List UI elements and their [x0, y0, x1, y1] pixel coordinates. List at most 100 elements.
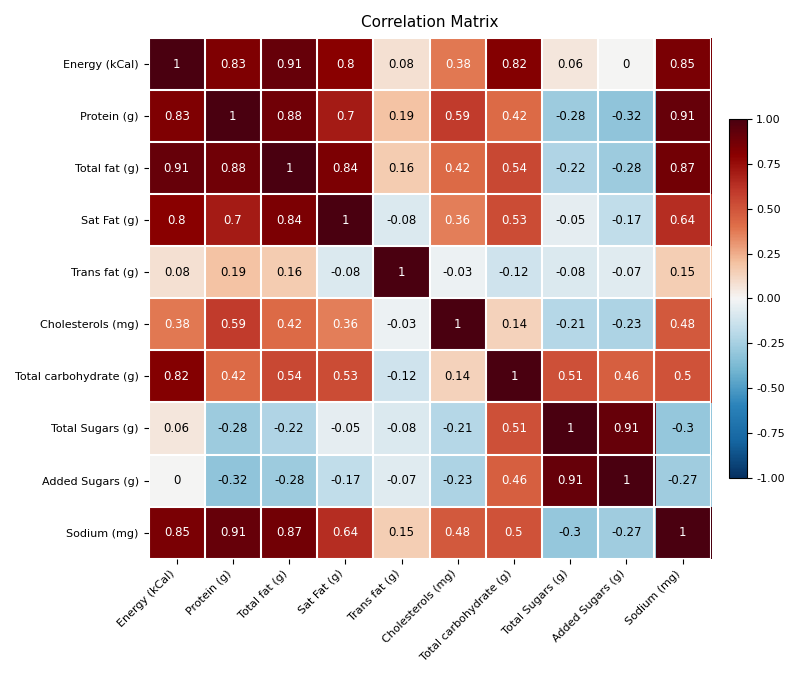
Text: 0.59: 0.59 [445, 110, 470, 123]
Text: 1: 1 [678, 526, 686, 539]
Text: -0.22: -0.22 [555, 162, 586, 175]
Text: 0.42: 0.42 [276, 318, 302, 331]
Text: -0.08: -0.08 [386, 214, 417, 226]
Text: 0.91: 0.91 [164, 162, 190, 175]
Text: -0.32: -0.32 [611, 110, 642, 123]
Text: -0.21: -0.21 [555, 318, 586, 331]
Text: 0.51: 0.51 [557, 370, 583, 383]
Text: 0.14: 0.14 [501, 318, 527, 331]
Text: 1: 1 [566, 422, 574, 435]
Text: 0.53: 0.53 [332, 370, 358, 383]
Text: 1: 1 [454, 318, 462, 331]
Text: 0.42: 0.42 [445, 162, 470, 175]
Text: 0.06: 0.06 [164, 422, 190, 435]
Text: -0.17: -0.17 [330, 474, 361, 487]
Text: -0.22: -0.22 [274, 422, 304, 435]
Text: 0.46: 0.46 [501, 474, 527, 487]
Text: 0.06: 0.06 [557, 58, 583, 71]
Text: -0.27: -0.27 [611, 526, 642, 539]
Text: 0.19: 0.19 [220, 266, 246, 279]
Text: 0.16: 0.16 [276, 266, 302, 279]
Text: -0.08: -0.08 [386, 422, 417, 435]
Text: 0.84: 0.84 [332, 162, 358, 175]
Text: -0.08: -0.08 [330, 266, 361, 279]
Text: 0.88: 0.88 [220, 162, 246, 175]
Text: 0.91: 0.91 [557, 474, 583, 487]
Text: 0.53: 0.53 [501, 214, 527, 226]
Text: 0.36: 0.36 [332, 318, 358, 331]
Text: 0.54: 0.54 [276, 370, 302, 383]
Text: 1: 1 [229, 110, 237, 123]
Text: -0.28: -0.28 [274, 474, 304, 487]
Text: 1: 1 [622, 474, 630, 487]
Text: -0.3: -0.3 [671, 422, 694, 435]
Text: 0.5: 0.5 [505, 526, 523, 539]
Text: 0.88: 0.88 [276, 110, 302, 123]
Text: 0.91: 0.91 [670, 110, 696, 123]
Title: Correlation Matrix: Correlation Matrix [361, 15, 498, 30]
Text: -0.27: -0.27 [667, 474, 698, 487]
Text: -0.3: -0.3 [558, 526, 582, 539]
Text: -0.21: -0.21 [442, 422, 473, 435]
Text: 1: 1 [510, 370, 518, 383]
Text: 0.42: 0.42 [220, 370, 246, 383]
Text: 1: 1 [173, 58, 181, 71]
Text: 0.46: 0.46 [614, 370, 639, 383]
Text: -0.05: -0.05 [555, 214, 586, 226]
Text: 0.38: 0.38 [445, 58, 470, 71]
Text: 0.08: 0.08 [164, 266, 190, 279]
Text: 0.83: 0.83 [164, 110, 190, 123]
Text: -0.28: -0.28 [611, 162, 642, 175]
Text: 0.64: 0.64 [670, 214, 696, 226]
Text: 0.54: 0.54 [501, 162, 527, 175]
Text: 0.51: 0.51 [501, 422, 527, 435]
Text: -0.28: -0.28 [218, 422, 248, 435]
Text: 0.36: 0.36 [445, 214, 470, 226]
Text: 0.15: 0.15 [389, 526, 414, 539]
Text: 0.7: 0.7 [223, 214, 242, 226]
Text: 0.42: 0.42 [501, 110, 527, 123]
Text: 1: 1 [342, 214, 349, 226]
Text: -0.03: -0.03 [386, 318, 417, 331]
Text: 0.15: 0.15 [670, 266, 695, 279]
Text: 0.5: 0.5 [674, 370, 692, 383]
Text: 0.87: 0.87 [670, 162, 695, 175]
Text: -0.07: -0.07 [611, 266, 642, 279]
Text: 0: 0 [173, 474, 180, 487]
Text: 0.91: 0.91 [220, 526, 246, 539]
Text: 0: 0 [622, 58, 630, 71]
Text: 0.84: 0.84 [276, 214, 302, 226]
Text: 0.87: 0.87 [276, 526, 302, 539]
Text: 1: 1 [398, 266, 406, 279]
Text: -0.32: -0.32 [218, 474, 248, 487]
Text: 0.8: 0.8 [167, 214, 186, 226]
Text: 0.19: 0.19 [389, 110, 414, 123]
Text: 0.83: 0.83 [220, 58, 246, 71]
Text: 0.38: 0.38 [164, 318, 190, 331]
Text: -0.05: -0.05 [330, 422, 361, 435]
Text: 0.8: 0.8 [336, 58, 354, 71]
Text: 0.85: 0.85 [164, 526, 190, 539]
Text: -0.03: -0.03 [442, 266, 473, 279]
Text: 0.48: 0.48 [670, 318, 695, 331]
Text: 0.91: 0.91 [276, 58, 302, 71]
Text: 1: 1 [286, 162, 293, 175]
Text: -0.23: -0.23 [611, 318, 642, 331]
Text: -0.07: -0.07 [386, 474, 417, 487]
Text: 0.64: 0.64 [332, 526, 358, 539]
Text: -0.12: -0.12 [386, 370, 417, 383]
Text: -0.08: -0.08 [555, 266, 586, 279]
Text: 0.82: 0.82 [164, 370, 190, 383]
Text: 0.85: 0.85 [670, 58, 695, 71]
Text: -0.23: -0.23 [442, 474, 473, 487]
Text: 0.59: 0.59 [220, 318, 246, 331]
Text: -0.17: -0.17 [611, 214, 642, 226]
Text: 0.16: 0.16 [389, 162, 414, 175]
Text: 0.48: 0.48 [445, 526, 470, 539]
Text: 0.7: 0.7 [336, 110, 354, 123]
Text: 0.82: 0.82 [501, 58, 527, 71]
Text: -0.12: -0.12 [498, 266, 529, 279]
Text: 0.08: 0.08 [389, 58, 414, 71]
Text: -0.28: -0.28 [555, 110, 586, 123]
Text: 0.14: 0.14 [445, 370, 470, 383]
